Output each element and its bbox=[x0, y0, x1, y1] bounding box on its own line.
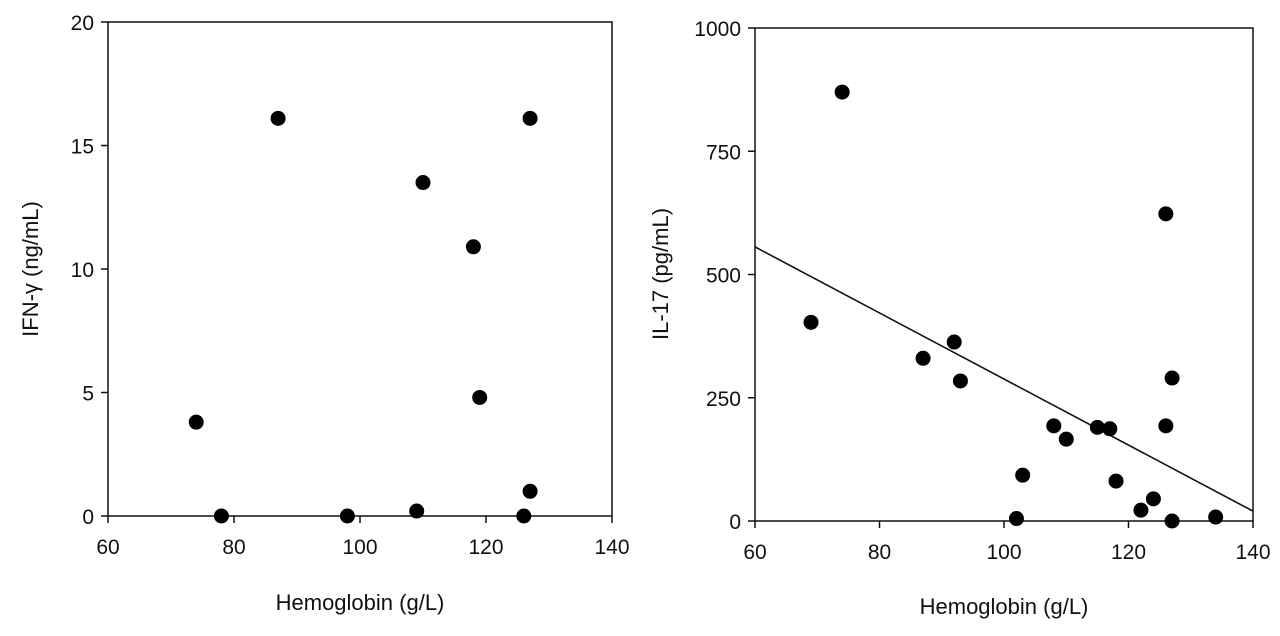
x-axis-label: Hemoglobin (g/L) bbox=[920, 594, 1089, 619]
data-point bbox=[1145, 491, 1161, 507]
x-axis-label: Hemoglobin (g/L) bbox=[276, 590, 445, 615]
data-point bbox=[339, 508, 355, 524]
data-point bbox=[1164, 513, 1180, 529]
data-point bbox=[270, 110, 286, 126]
plot-frame bbox=[754, 27, 1254, 522]
y-tick-label: 5 bbox=[82, 383, 94, 406]
data-point bbox=[409, 503, 425, 519]
y-tick-label: 750 bbox=[706, 141, 741, 164]
data-point bbox=[1164, 370, 1180, 386]
y-tick-label: 20 bbox=[71, 12, 94, 35]
data-point bbox=[952, 373, 968, 389]
data-point bbox=[1108, 473, 1124, 489]
data-point bbox=[1015, 467, 1031, 483]
x-tick-label: 60 bbox=[743, 541, 766, 564]
data-point bbox=[1133, 502, 1149, 518]
y-axis-label: IFN-γ (ng/mL) bbox=[18, 201, 43, 337]
plot-frame bbox=[107, 21, 613, 517]
data-point bbox=[1008, 511, 1024, 527]
y-tick-label: 0 bbox=[82, 506, 94, 529]
data-point bbox=[1208, 509, 1224, 525]
y-tick-label: 1000 bbox=[694, 18, 741, 41]
x-tick-label: 140 bbox=[594, 536, 629, 559]
data-point bbox=[803, 314, 819, 330]
regression-line bbox=[754, 246, 1254, 512]
y-tick-label: 0 bbox=[729, 511, 741, 534]
ifn-gamma-panel: Hemoglobin (g/L) IFN-γ (ng/mL) 60 80 100 12… bbox=[18, 12, 630, 615]
x-tick-label: 140 bbox=[1235, 541, 1270, 564]
y-tick-label: 250 bbox=[706, 388, 741, 411]
data-point bbox=[1046, 418, 1062, 434]
x-tick-label: 80 bbox=[222, 536, 245, 559]
data-point bbox=[1102, 421, 1118, 437]
x-tick-label: 80 bbox=[868, 541, 891, 564]
data-point bbox=[1089, 419, 1105, 435]
data-point bbox=[1158, 206, 1174, 222]
data-point bbox=[522, 483, 538, 499]
y-tick-label: 10 bbox=[71, 259, 94, 282]
y-tick-label: 15 bbox=[71, 136, 94, 159]
data-point bbox=[522, 110, 538, 126]
data-point bbox=[465, 239, 481, 255]
y-axis-label: IL-17 (pg/mL) bbox=[648, 208, 673, 340]
data-point bbox=[516, 508, 532, 524]
data-point bbox=[415, 175, 431, 191]
y-tick-label: 500 bbox=[706, 265, 741, 288]
x-tick-label: 120 bbox=[1111, 541, 1146, 564]
data-point bbox=[188, 414, 204, 430]
data-point bbox=[1058, 431, 1074, 447]
x-tick-label: 100 bbox=[986, 541, 1021, 564]
data-point bbox=[1158, 418, 1174, 434]
x-tick-label: 120 bbox=[468, 536, 503, 559]
data-point bbox=[472, 389, 488, 405]
x-tick-label: 100 bbox=[342, 536, 377, 559]
x-tick-label: 60 bbox=[96, 536, 119, 559]
data-point bbox=[834, 84, 850, 100]
il-17-panel: Hemoglobin (g/L) IL-17 (pg/mL) 60 80 100 12… bbox=[648, 18, 1271, 619]
data-point bbox=[946, 334, 962, 350]
data-point bbox=[213, 508, 229, 524]
data-point bbox=[915, 350, 931, 366]
